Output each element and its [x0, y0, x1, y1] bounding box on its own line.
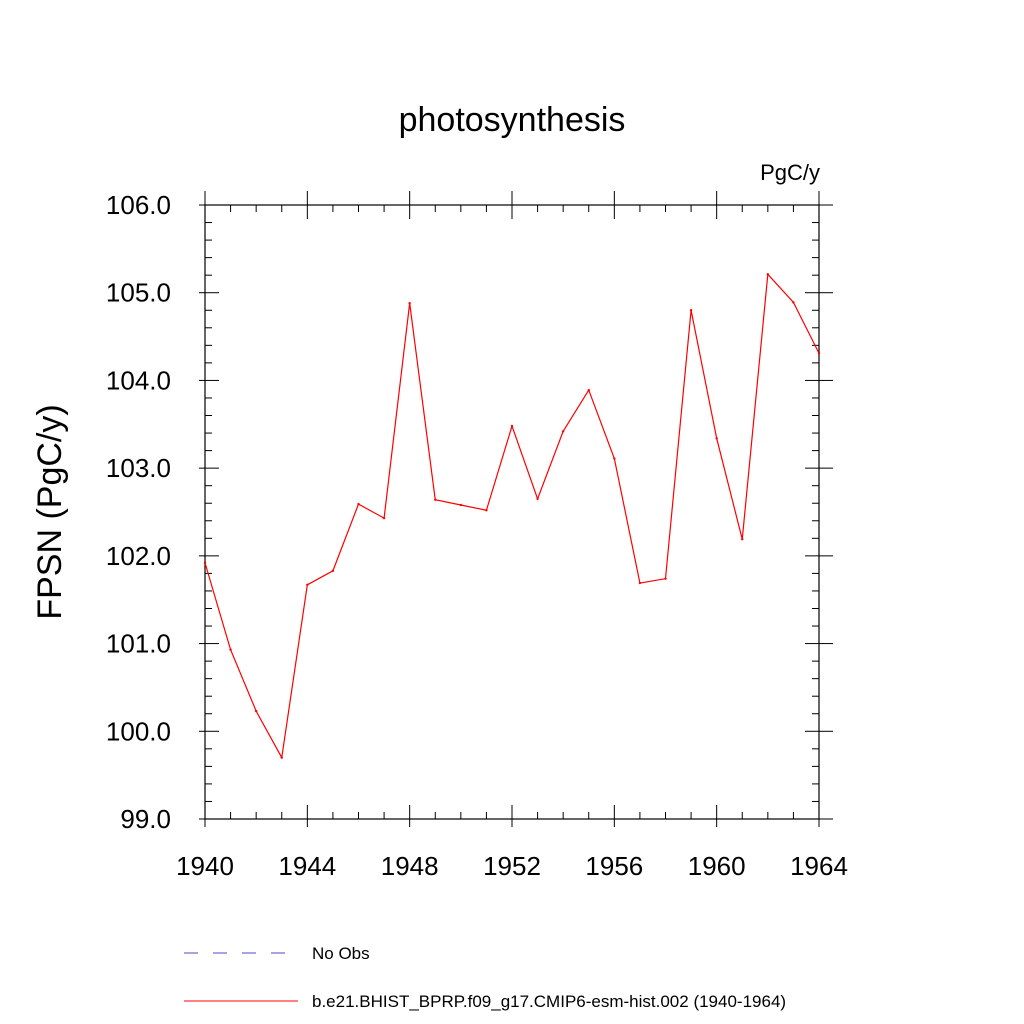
- data-point: [664, 577, 667, 580]
- y-tick-label: 100.0: [106, 716, 171, 746]
- data-point: [357, 502, 360, 506]
- legend-label: b.e21.BHIST_BPRP.f09_g17.CMIP6-esm-hist.…: [312, 992, 786, 1011]
- series-line: [204, 272, 820, 760]
- data-point: [331, 569, 335, 572]
- legend: No Obs b.e21.BHIST_BPRP.f09_g17.CMIP6-esm…: [184, 944, 786, 1011]
- y-tick-label: 102.0: [106, 541, 171, 571]
- data-point: [434, 498, 437, 501]
- data-point: [613, 457, 616, 460]
- axis-ticks: [199, 191, 833, 827]
- data-point: [280, 756, 283, 759]
- data-point: [587, 388, 590, 392]
- y-tick-label: 104.0: [106, 365, 171, 395]
- y-tick-label: 103.0: [106, 453, 171, 483]
- legend-label: No Obs: [312, 944, 370, 963]
- series-lines: [203, 272, 821, 760]
- data-point: [689, 309, 693, 312]
- x-tick-label: 1948: [381, 851, 439, 881]
- data-point: [715, 437, 718, 440]
- chart-title: photosynthesis: [399, 101, 626, 139]
- y-tick-label: 101.0: [106, 629, 171, 659]
- data-point: [561, 430, 565, 433]
- data-point: [638, 581, 642, 585]
- data-point: [382, 516, 386, 520]
- data-point: [792, 301, 795, 304]
- data-point: [485, 509, 488, 512]
- y-tick-label: 106.0: [106, 190, 171, 220]
- plot-frame: [204, 204, 820, 820]
- y-tick-label: 99.0: [120, 804, 171, 834]
- x-tick-label: 1952: [483, 851, 541, 881]
- x-tick-label: 1964: [790, 851, 848, 881]
- data-point: [229, 648, 232, 651]
- x-tick-label: 1960: [688, 851, 746, 881]
- data-point: [766, 273, 770, 276]
- x-tick-label: 1944: [278, 851, 336, 881]
- x-tick-label: 1940: [176, 851, 234, 881]
- data-point: [408, 302, 411, 305]
- data-point: [741, 537, 744, 541]
- data-point: [459, 503, 463, 507]
- data-point: [254, 709, 258, 713]
- y-tick-label: 105.0: [106, 278, 171, 308]
- data-point: [510, 424, 514, 428]
- units-label: PgC/y: [760, 160, 820, 185]
- x-tick-label: 1956: [585, 851, 643, 881]
- data-point: [536, 497, 539, 501]
- data-point: [817, 352, 821, 355]
- axis-tick-labels: 1940 1944 1948 1952 1956 1960 1964 99.0 100.0 101…: [106, 190, 848, 881]
- y-axis-label: FPSN (PgC/y): [31, 404, 69, 619]
- data-point: [203, 561, 207, 565]
- data-point: [306, 583, 309, 587]
